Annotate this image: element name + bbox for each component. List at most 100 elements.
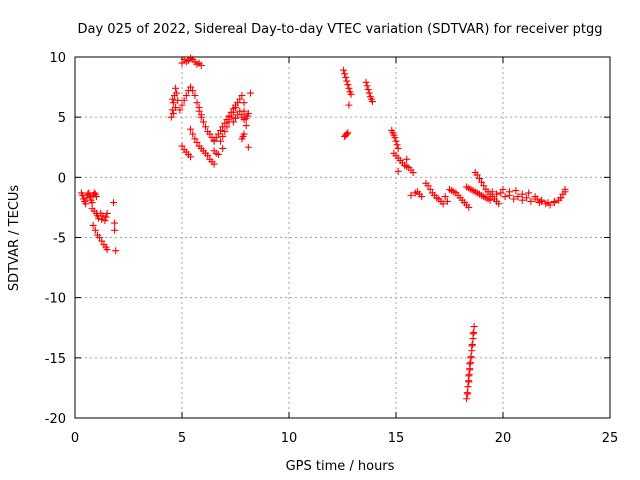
data-point	[223, 123, 231, 131]
data-point	[95, 214, 103, 222]
series-arc-k	[210, 101, 239, 145]
data-point	[240, 107, 248, 115]
data-point	[464, 390, 472, 398]
data-point	[488, 188, 496, 196]
series-arc-r	[388, 126, 402, 152]
data-point	[344, 129, 352, 137]
data-point	[86, 193, 94, 201]
data-point	[403, 155, 411, 163]
data-point	[342, 73, 350, 81]
data-point	[193, 99, 201, 107]
data-point	[480, 182, 488, 190]
data-point	[363, 82, 371, 90]
data-point	[512, 187, 520, 195]
data-point	[467, 354, 475, 362]
series-arc-s	[390, 149, 417, 177]
data-point	[557, 194, 565, 202]
data-point	[559, 190, 567, 198]
data-point	[193, 138, 201, 146]
series-arc-a	[77, 189, 100, 208]
x-axis-label: GPS time / hours	[286, 459, 395, 474]
y-tick-label: -15	[45, 352, 66, 367]
data-point	[217, 137, 225, 145]
series-arc-m	[229, 89, 254, 151]
y-tick-label: -5	[53, 232, 66, 247]
grid-lines	[75, 57, 610, 418]
data-point	[407, 191, 415, 199]
data-point	[197, 113, 205, 121]
data-point	[90, 189, 98, 197]
y-axis-label: SDTVAR / TECUs	[7, 185, 22, 292]
data-point	[187, 153, 195, 161]
data-point	[550, 199, 558, 207]
x-tick-label: 10	[281, 431, 298, 446]
data-point	[244, 110, 252, 118]
data-point	[392, 137, 400, 145]
data-point	[199, 118, 207, 126]
data-point	[463, 395, 471, 403]
data-point	[169, 110, 177, 118]
data-point	[217, 126, 225, 134]
data-point	[345, 84, 353, 92]
data-point	[493, 190, 501, 198]
data-point	[240, 130, 248, 138]
data-point	[110, 199, 118, 207]
data-point	[229, 118, 237, 126]
data-point	[210, 160, 218, 168]
data-point	[344, 81, 352, 89]
y-tick-label: 5	[58, 111, 66, 126]
data-point	[101, 217, 109, 225]
data-point	[497, 189, 505, 197]
data-point	[227, 113, 235, 121]
data-points	[77, 54, 569, 403]
data-point	[240, 99, 248, 107]
data-point	[468, 342, 476, 350]
y-tick-label: 10	[49, 51, 66, 66]
data-point	[525, 189, 533, 197]
data-point	[214, 130, 222, 138]
data-point	[174, 96, 182, 104]
data-point	[189, 130, 197, 138]
series-arc-d	[110, 199, 120, 255]
x-tick-label: 20	[495, 431, 512, 446]
data-point	[178, 101, 186, 109]
data-point	[465, 203, 473, 211]
data-point	[439, 200, 447, 208]
data-point	[187, 83, 195, 91]
data-point	[466, 366, 474, 374]
series-arc-p	[341, 101, 353, 140]
data-point	[510, 195, 518, 203]
data-point	[189, 87, 197, 95]
data-point	[232, 104, 239, 112]
data-point	[187, 125, 195, 133]
series-arc-g	[178, 54, 205, 69]
series-arc-y	[488, 188, 543, 207]
data-point	[102, 213, 110, 221]
data-point	[424, 182, 432, 190]
data-point	[91, 226, 99, 234]
data-point	[212, 134, 220, 142]
series-arc-o	[340, 66, 355, 98]
data-point	[229, 108, 237, 116]
data-point	[242, 122, 250, 130]
series-arc-e	[167, 84, 182, 121]
data-point	[478, 178, 486, 186]
data-point	[202, 123, 210, 131]
data-point	[470, 329, 478, 337]
data-point	[470, 323, 478, 331]
data-point	[219, 132, 227, 140]
data-point	[98, 215, 106, 223]
series-arc-n	[238, 107, 252, 143]
data-point	[206, 130, 214, 138]
data-point	[362, 78, 370, 86]
data-point	[542, 200, 550, 208]
data-point	[527, 197, 535, 205]
data-point	[394, 167, 402, 175]
data-point	[533, 195, 541, 203]
data-point	[546, 201, 554, 209]
y-tick-label: 0	[58, 171, 66, 186]
data-point	[475, 175, 483, 183]
data-point	[98, 237, 106, 245]
data-point	[238, 92, 246, 100]
y-tick-label: -20	[45, 412, 66, 427]
